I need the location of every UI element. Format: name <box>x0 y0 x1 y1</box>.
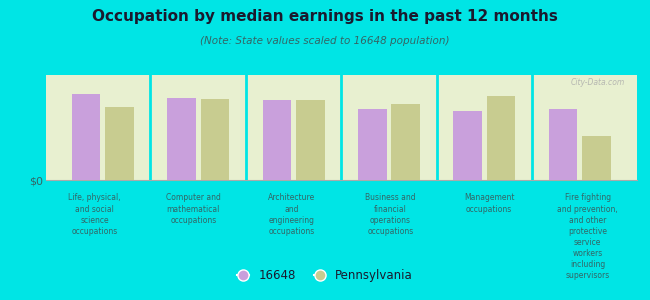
Bar <box>167 98 196 180</box>
Bar <box>201 99 229 180</box>
Legend: 16648, Pennsylvania: 16648, Pennsylvania <box>231 263 419 288</box>
Bar <box>549 109 577 180</box>
Bar <box>453 111 482 180</box>
Bar <box>391 104 420 180</box>
Text: Life, physical,
and social
science
occupations: Life, physical, and social science occup… <box>68 194 121 236</box>
Bar <box>105 106 134 180</box>
Bar <box>296 100 324 180</box>
Text: Occupation by median earnings in the past 12 months: Occupation by median earnings in the pas… <box>92 9 558 24</box>
Bar <box>487 96 515 180</box>
Bar <box>263 100 291 180</box>
Text: Computer and
mathematical
occupations: Computer and mathematical occupations <box>166 194 221 225</box>
Bar <box>358 109 387 180</box>
Text: Fire fighting
and prevention,
and other
protective
service
workers
including
sup: Fire fighting and prevention, and other … <box>557 194 618 280</box>
Text: Management
occupations: Management occupations <box>464 194 514 214</box>
Bar <box>582 136 611 180</box>
Text: City-Data.com: City-Data.com <box>571 78 625 87</box>
Text: (Note: State values scaled to 16648 population): (Note: State values scaled to 16648 popu… <box>200 36 450 46</box>
Bar <box>72 94 100 180</box>
Text: Business and
financial
operations
occupations: Business and financial operations occupa… <box>365 194 416 236</box>
Text: Architecture
and
engineering
occupations: Architecture and engineering occupations <box>268 194 316 236</box>
